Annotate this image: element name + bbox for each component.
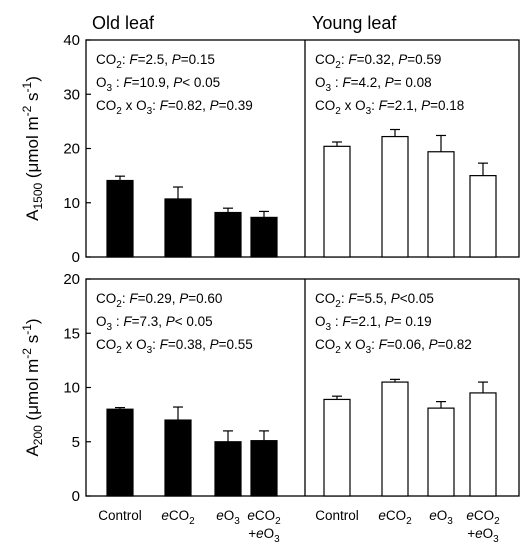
bar-eco2 — [381, 381, 409, 497]
axes — [86, 39, 91, 497]
category-label: Control — [315, 508, 359, 523]
stats-annotation: CO2​: F=2.5, P=0.15 — [96, 52, 215, 71]
bar-control — [106, 179, 134, 258]
category-label: eCO2​ — [378, 508, 412, 527]
stats-annotation: O3​ : F=4.2, P= 0.08 — [315, 75, 432, 94]
category-label: +eO3​ — [467, 526, 499, 545]
y-tick-label: 0 — [72, 488, 80, 505]
bar-eco2 — [381, 135, 409, 258]
y-tick-label: 30 — [63, 86, 80, 103]
stats-annotation: O3​ : F=7.3, P< 0.05 — [96, 314, 213, 333]
y-axis-label: A200​ (μmol m-2​ s-1​) — [20, 318, 45, 456]
stats-annotation: CO2​ x O3​: F=0.06, P=0.82 — [315, 337, 472, 356]
y-tick-label: 15 — [63, 325, 80, 342]
y-tick-label: 20 — [63, 271, 80, 288]
stats-annotation: O3​ : F=2.1, P= 0.19 — [315, 314, 432, 333]
bar-eco2 — [164, 419, 192, 497]
y-tick-label: 40 — [63, 32, 80, 49]
bar-eo3 — [427, 407, 455, 497]
stats-annotation: CO2​: F=0.32, P=0.59 — [315, 52, 441, 71]
category-label: eO3​ — [429, 508, 453, 527]
y-tick-label: 10 — [63, 380, 80, 397]
bars — [106, 128, 497, 497]
stats-annotation: CO2​: F=0.29, P=0.60 — [96, 291, 222, 310]
category-label: eCO2​ — [161, 508, 195, 527]
stats-annotation: CO2​ x O3​: F=0.38, P=0.55 — [96, 337, 253, 356]
y-tick-label: 5 — [72, 434, 80, 451]
bar-eco2 — [164, 198, 192, 258]
bar-eo3 — [214, 441, 242, 497]
stats-annotation: O3​ : F=10.9, P< 0.05 — [96, 75, 220, 94]
bar-eo3 — [214, 211, 242, 258]
stats-annotation: CO2​ x O3​: F=0.82, P=0.39 — [96, 98, 253, 117]
stats-annotation: CO2​ x O3​: F=2.1, P=0.18 — [315, 98, 464, 117]
y-tick-label: 0 — [72, 249, 80, 266]
bar-eco2-eo3 — [469, 392, 497, 497]
panel-title: Young leaf — [312, 13, 397, 33]
category-label: +eO3​ — [248, 526, 280, 545]
y-tick-label: 10 — [63, 195, 80, 212]
category-label: eCO2​ — [466, 508, 500, 527]
category-label: eCO2​ — [247, 508, 281, 527]
stats-annotation: CO2​: F=5.5, P<0.05 — [315, 291, 434, 310]
y-tick-label: 20 — [63, 141, 80, 158]
panel-title: Old leaf — [92, 13, 155, 33]
bar-eco2-eo3 — [250, 216, 278, 258]
y-axis-label: A1500​ (μmol m-2​ s-1​) — [20, 76, 45, 221]
bar-control — [106, 408, 134, 497]
category-label: eO3​ — [216, 508, 240, 527]
category-label: Control — [98, 508, 142, 523]
bar-control — [323, 145, 351, 258]
bar-eo3 — [427, 151, 455, 258]
labels: 0 10 20 30 40 CO2​: F=2.5, P=0.15 O3​ : F=10.9… — [20, 13, 500, 545]
bar-eco2-eo3 — [250, 440, 278, 497]
bar-control — [323, 398, 351, 497]
bar-eco2-eo3 — [469, 175, 497, 258]
